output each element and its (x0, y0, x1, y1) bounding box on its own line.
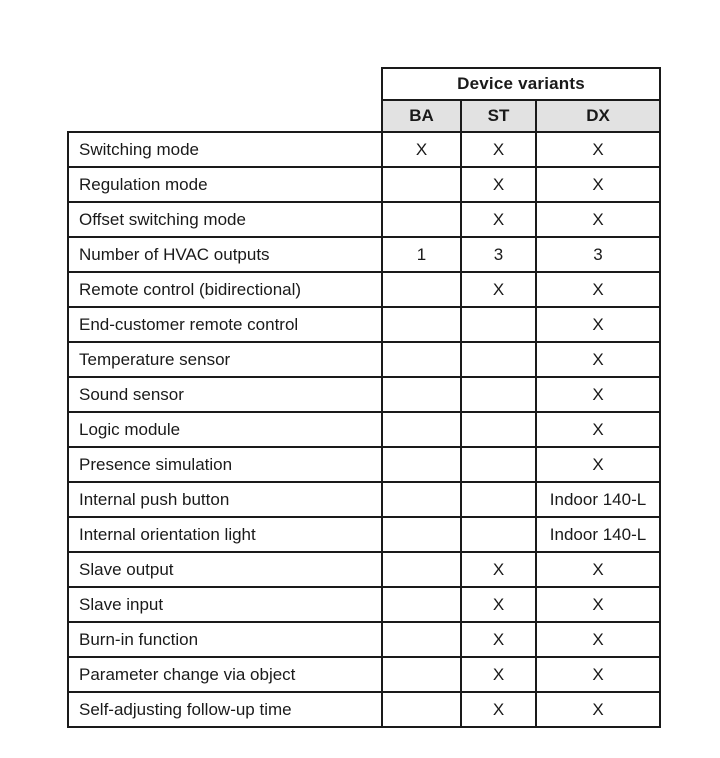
table-row: Parameter change via object X X (67, 656, 661, 693)
value-dx: X (535, 446, 661, 483)
value-dx: X (535, 621, 661, 658)
value-ba (381, 656, 462, 693)
value-st: X (460, 271, 537, 308)
value-st: X (460, 551, 537, 588)
value-st (460, 306, 537, 343)
value-st: 3 (460, 236, 537, 273)
table-row: Presence simulation X (67, 446, 661, 483)
table-row: Internal orientation light Indoor 140-L (67, 516, 661, 553)
value-dx: X (535, 306, 661, 343)
value-ba (381, 376, 462, 413)
group-header-row: Device variants (68, 67, 661, 101)
value-dx: X (535, 376, 661, 413)
value-st (460, 446, 537, 483)
value-ba: X (381, 131, 462, 168)
value-st (460, 411, 537, 448)
value-st (460, 516, 537, 553)
table-row: Slave output X X (67, 551, 661, 588)
value-ba (381, 306, 462, 343)
value-dx: X (535, 166, 661, 203)
value-ba (381, 201, 462, 238)
value-ba (381, 516, 462, 553)
table-row: Switching mode X X X (67, 131, 661, 168)
table-row: Number of HVAC outputs 1 3 3 (67, 236, 661, 273)
value-dx: X (535, 586, 661, 623)
feature-label: End-customer remote control (67, 306, 383, 343)
column-header-st: ST (460, 99, 537, 133)
value-ba (381, 621, 462, 658)
value-st: X (460, 131, 537, 168)
value-ba (381, 586, 462, 623)
value-dx: 3 (535, 236, 661, 273)
value-ba (381, 166, 462, 203)
value-st: X (460, 691, 537, 728)
value-dx: X (535, 131, 661, 168)
device-variants-table: Device variants BA ST DX Switching mode … (67, 67, 661, 728)
table-row: Internal push button Indoor 140-L (67, 481, 661, 518)
table-row: Slave input X X (67, 586, 661, 623)
feature-label: Offset switching mode (67, 201, 383, 238)
table-row: Logic module X (67, 411, 661, 448)
feature-label: Switching mode (67, 131, 383, 168)
empty-corner-cell (68, 68, 382, 100)
feature-label: Remote control (bidirectional) (67, 271, 383, 308)
value-dx: X (535, 551, 661, 588)
feature-label: Self-adjusting follow-up time (67, 691, 383, 728)
value-st: X (460, 166, 537, 203)
value-dx: X (535, 691, 661, 728)
feature-label: Parameter change via object (67, 656, 383, 693)
value-st: X (460, 621, 537, 658)
value-ba (381, 411, 462, 448)
value-ba: 1 (381, 236, 462, 273)
value-dx: Indoor 140-L (535, 481, 661, 518)
value-st: X (460, 656, 537, 693)
value-st (460, 341, 537, 378)
value-ba (381, 446, 462, 483)
feature-label: Sound sensor (67, 376, 383, 413)
feature-label: Internal orientation light (67, 516, 383, 553)
value-ba (381, 691, 462, 728)
feature-label: Slave input (67, 586, 383, 623)
table-row: End-customer remote control X (67, 306, 661, 343)
feature-label: Number of HVAC outputs (67, 236, 383, 273)
table-row: Burn-in function X X (67, 621, 661, 658)
feature-label: Internal push button (67, 481, 383, 518)
feature-label: Regulation mode (67, 166, 383, 203)
value-ba (381, 341, 462, 378)
feature-label: Presence simulation (67, 446, 383, 483)
value-dx: X (535, 411, 661, 448)
empty-corner-cell (68, 100, 382, 132)
feature-label: Burn-in function (67, 621, 383, 658)
value-dx: X (535, 271, 661, 308)
table-row: Remote control (bidirectional) X X (67, 271, 661, 308)
table-row: Self-adjusting follow-up time X X (67, 691, 661, 728)
value-st (460, 376, 537, 413)
value-st (460, 481, 537, 518)
value-ba (381, 551, 462, 588)
value-st: X (460, 201, 537, 238)
table-row: Temperature sensor X (67, 341, 661, 378)
value-ba (381, 271, 462, 308)
column-header-row: BA ST DX (68, 99, 661, 133)
feature-label: Logic module (67, 411, 383, 448)
value-dx: X (535, 201, 661, 238)
feature-label: Temperature sensor (67, 341, 383, 378)
value-ba (381, 481, 462, 518)
column-header-ba: BA (381, 99, 462, 133)
value-st: X (460, 586, 537, 623)
value-dx: X (535, 341, 661, 378)
table-row: Regulation mode X X (67, 166, 661, 203)
value-dx: Indoor 140-L (535, 516, 661, 553)
table-row: Offset switching mode X X (67, 201, 661, 238)
table-row: Sound sensor X (67, 376, 661, 413)
feature-label: Slave output (67, 551, 383, 588)
group-header-label: Device variants (381, 67, 661, 101)
value-dx: X (535, 656, 661, 693)
column-header-dx: DX (535, 99, 661, 133)
